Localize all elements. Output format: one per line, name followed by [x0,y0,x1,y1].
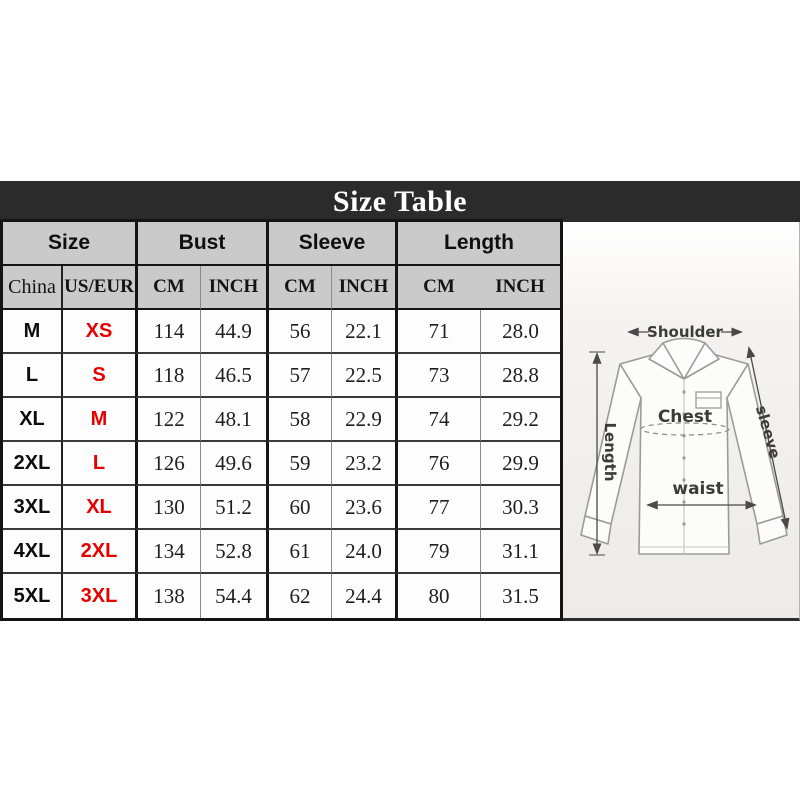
col-header-us-eur: US/EUR [61,266,135,310]
garment-measurement-diagram: Shoulder Length Chest waist sleeve [563,222,800,621]
cell-sleeve-inch: 22.5 [331,354,395,398]
cell-length-inch: 31.1 [480,530,560,574]
cell-bust-cm: 126 [135,442,200,486]
cell-us-eur: XS [61,310,135,354]
shirt-details-icon [640,379,730,553]
cell-sleeve-cm: 60 [266,486,331,530]
cell-sleeve-cm: 57 [266,354,331,398]
col-header-china: China [3,266,61,310]
cell-us-eur: M [61,398,135,442]
col-group-bust: Bust [135,222,266,266]
col-group-sleeve: Sleeve [266,222,395,266]
cell-china: 5XL [3,574,61,618]
page-title: Size Table [332,184,468,218]
cell-sleeve-inch: 22.9 [331,398,395,442]
cell-length-inch: 31.5 [480,574,560,618]
chest-dashed-line [640,422,730,436]
cell-sleeve-cm: 59 [266,442,331,486]
cell-sleeve-inch: 22.1 [331,310,395,354]
cell-sleeve-cm: 61 [266,530,331,574]
cell-bust-cm: 114 [135,310,200,354]
cell-sleeve-cm: 62 [266,574,331,618]
cell-bust-inch: 54.4 [200,574,266,618]
cell-length-cm: 73 [395,354,480,398]
cell-length-cm: 80 [395,574,480,618]
shoulder-label: Shoulder [647,323,724,341]
waist-label: waist [672,479,723,499]
col-header-length-cm: CM [395,266,480,310]
col-header-bust-inch: INCH [200,266,266,310]
cell-bust-inch: 44.9 [200,310,266,354]
cell-china: 2XL [3,442,61,486]
cell-bust-cm: 122 [135,398,200,442]
cell-length-cm: 77 [395,486,480,530]
col-header-length-inch: INCH [480,266,560,310]
cell-length-cm: 74 [395,398,480,442]
cell-bust-cm: 138 [135,574,200,618]
cell-sleeve-inch: 24.4 [331,574,395,618]
size-table-title-bar: Size Table [0,181,800,222]
cell-bust-inch: 49.6 [200,442,266,486]
chest-label: Chest [658,407,712,427]
cell-sleeve-inch: 23.6 [331,486,395,530]
cell-sleeve-inch: 23.2 [331,442,395,486]
cell-sleeve-cm: 56 [266,310,331,354]
cell-bust-inch: 51.2 [200,486,266,530]
cell-bust-inch: 48.1 [200,398,266,442]
col-group-length: Length [395,222,560,266]
cell-bust-cm: 130 [135,486,200,530]
size-chart-table: Size Bust Sleeve Length China US/EUR CM … [0,219,563,621]
cell-us-eur: L [61,442,135,486]
col-header-bust-cm: CM [135,266,200,310]
cell-bust-cm: 134 [135,530,200,574]
cell-sleeve-cm: 58 [266,398,331,442]
cell-bust-inch: 46.5 [200,354,266,398]
cell-length-inch: 28.0 [480,310,560,354]
measurement-arrows [589,327,790,556]
col-header-sleeve-inch: INCH [331,266,395,310]
cell-china: 4XL [3,530,61,574]
cell-us-eur: S [61,354,135,398]
length-label: Length [601,423,619,482]
cell-china: M [3,310,61,354]
col-group-size: Size [3,222,135,266]
col-header-sleeve-cm: CM [266,266,331,310]
cell-length-inch: 29.2 [480,398,560,442]
cell-us-eur: 3XL [61,574,135,618]
cell-length-inch: 28.8 [480,354,560,398]
cell-bust-cm: 118 [135,354,200,398]
cell-china: XL [3,398,61,442]
cell-length-cm: 71 [395,310,480,354]
cell-length-cm: 76 [395,442,480,486]
cell-length-inch: 29.9 [480,442,560,486]
cell-china: 3XL [3,486,61,530]
cell-length-inch: 30.3 [480,486,560,530]
cell-bust-inch: 52.8 [200,530,266,574]
cell-length-cm: 79 [395,530,480,574]
cell-china: L [3,354,61,398]
cell-sleeve-inch: 24.0 [331,530,395,574]
shirt-diagram-illustration: Shoulder Length Chest waist sleeve [580,323,790,556]
cell-us-eur: 2XL [61,530,135,574]
cell-us-eur: XL [61,486,135,530]
